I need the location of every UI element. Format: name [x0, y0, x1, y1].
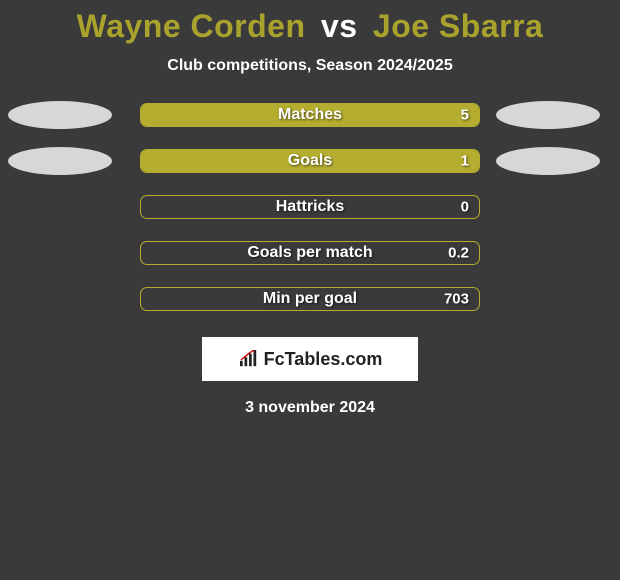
date-text: 3 november 2024 — [0, 399, 620, 417]
stat-row: Matches5 — [0, 103, 620, 127]
stat-label: Goals per match — [141, 244, 479, 262]
stat-row: Goals per match0.2 — [0, 241, 620, 265]
player2-name: Joe Sbarra — [373, 8, 543, 44]
logo-text: FcTables.com — [264, 349, 383, 370]
subtitle: Club competitions, Season 2024/2025 — [0, 57, 620, 75]
stat-row: Goals1 — [0, 149, 620, 173]
player1-name: Wayne Corden — [77, 8, 306, 44]
stat-bar: Hattricks0 — [140, 195, 480, 219]
stat-value: 1 — [461, 153, 469, 170]
bar-chart-icon — [238, 350, 260, 368]
stat-label: Matches — [141, 106, 479, 124]
stat-bar: Matches5 — [140, 103, 480, 127]
comparison-title: Wayne Corden vs Joe Sbarra — [0, 8, 620, 45]
stat-bar: Min per goal703 — [140, 287, 480, 311]
stat-label: Goals — [141, 152, 479, 170]
player2-ellipse — [496, 147, 600, 175]
stat-bar: Goals1 — [140, 149, 480, 173]
stat-row: Hattricks0 — [0, 195, 620, 219]
stat-rows: Matches5Goals1Hattricks0Goals per match0… — [0, 103, 620, 311]
stat-value: 5 — [461, 107, 469, 124]
vs-text: vs — [321, 8, 358, 44]
stat-row: Min per goal703 — [0, 287, 620, 311]
stat-label: Min per goal — [141, 290, 479, 308]
stat-value: 0.2 — [448, 245, 469, 262]
infographic-container: Wayne Corden vs Joe Sbarra Club competit… — [0, 0, 620, 417]
stat-label: Hattricks — [141, 198, 479, 216]
stat-value: 0 — [461, 199, 469, 216]
player1-ellipse — [8, 101, 112, 129]
player2-ellipse — [496, 101, 600, 129]
fctables-logo: FcTables.com — [202, 337, 418, 381]
stat-bar: Goals per match0.2 — [140, 241, 480, 265]
stat-value: 703 — [444, 291, 469, 308]
player1-ellipse — [8, 147, 112, 175]
